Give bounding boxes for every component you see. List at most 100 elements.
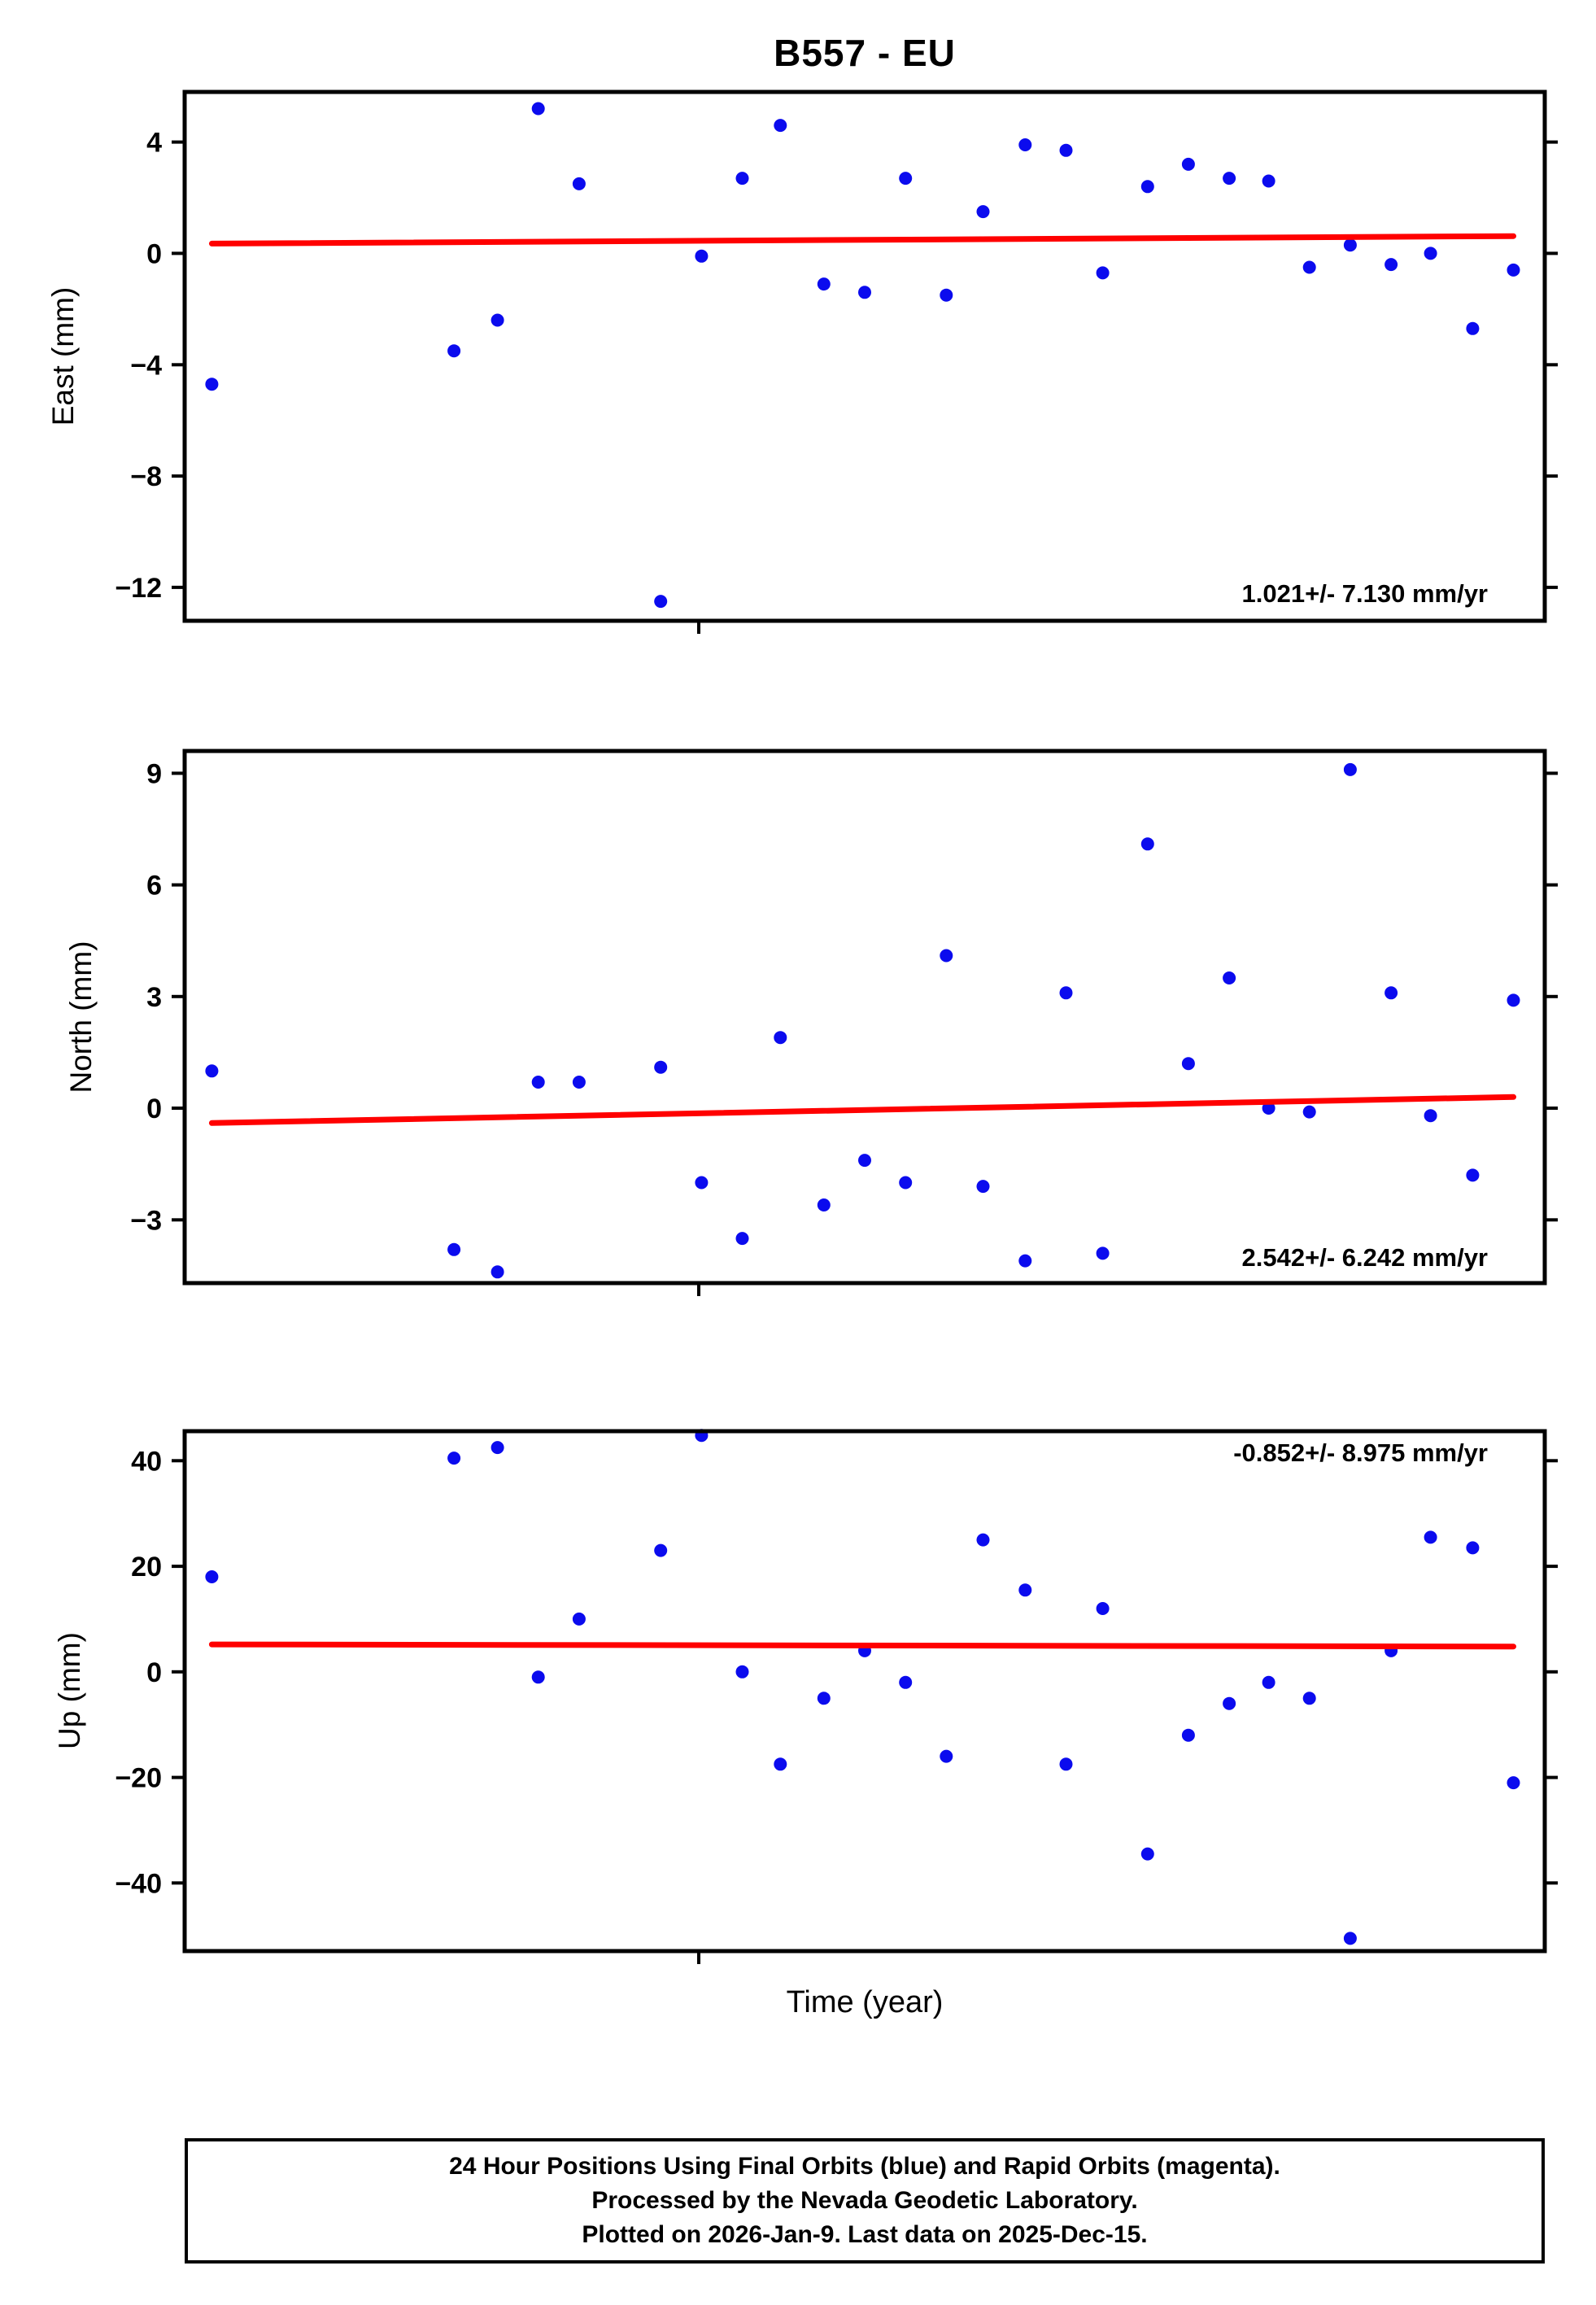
data-point	[1262, 174, 1275, 188]
data-point	[1018, 1254, 1032, 1268]
data-point	[447, 1242, 461, 1256]
north-panel: 9 6 3 0 −3	[130, 749, 1558, 1296]
data-point	[531, 1076, 545, 1089]
north-panel-border	[182, 749, 1547, 1286]
data-point	[735, 1665, 749, 1679]
data-point	[447, 1452, 461, 1465]
north-y-tick-label: 9	[146, 758, 162, 789]
east-y-ticks: 4 0 −4 −8 −12	[115, 128, 1558, 604]
east-y-tick-label: −4	[130, 350, 162, 381]
data-point	[1302, 1105, 1316, 1119]
data-point	[1302, 1692, 1316, 1705]
data-point	[1343, 1932, 1357, 1945]
data-point	[1507, 1776, 1520, 1790]
data-point	[735, 172, 749, 186]
data-point	[205, 1570, 219, 1583]
east-rate-annotation: 1.021+/- 7.130 mm/yr	[1241, 579, 1488, 608]
up-y-tick-label: 0	[146, 1657, 162, 1688]
data-point	[1385, 258, 1398, 272]
data-point	[899, 1675, 913, 1689]
up-axis-label: Up (mm)	[53, 1632, 86, 1749]
data-point	[1140, 837, 1154, 851]
data-point	[774, 119, 787, 133]
east-y-tick-label: 4	[146, 128, 162, 159]
data-point	[858, 1154, 871, 1168]
data-point	[817, 1198, 831, 1211]
data-point	[1181, 1728, 1195, 1742]
data-point	[1424, 1530, 1437, 1544]
data-point	[1262, 1675, 1275, 1689]
x-axis-label: Time (year)	[786, 1985, 944, 2019]
data-point	[858, 286, 871, 299]
data-point	[1466, 321, 1480, 335]
data-point	[491, 1265, 504, 1279]
data-point	[899, 1176, 913, 1190]
data-point	[1096, 266, 1110, 280]
data-point	[1507, 263, 1520, 277]
data-point	[695, 1176, 709, 1190]
data-point	[447, 344, 461, 358]
data-point	[531, 102, 545, 116]
north-axis-label: North (mm)	[64, 941, 98, 1094]
data-point	[1018, 138, 1032, 151]
data-point	[1262, 1102, 1275, 1115]
north-points	[205, 762, 1520, 1279]
data-point	[774, 1031, 787, 1045]
data-point	[1424, 1109, 1437, 1123]
data-point	[205, 1064, 219, 1078]
north-y-tick-label: 0	[146, 1094, 162, 1124]
data-point	[940, 1749, 953, 1763]
data-point	[572, 1612, 586, 1626]
data-point	[817, 1692, 831, 1705]
data-point	[1223, 971, 1236, 984]
north-y-tick-label: −3	[130, 1205, 162, 1236]
data-point	[735, 1232, 749, 1246]
data-point	[940, 949, 953, 963]
up-rate-annotation: -0.852+/- 8.975 mm/yr	[1233, 1438, 1488, 1467]
data-point	[1059, 986, 1073, 1000]
data-point	[1140, 180, 1154, 194]
up-trend-line	[208, 1641, 1516, 1650]
north-y-ticks: 9 6 3 0 −3	[130, 758, 1558, 1236]
north-y-tick-label: 6	[146, 871, 162, 901]
data-point	[572, 177, 586, 190]
east-trend-line	[208, 233, 1516, 247]
data-point	[572, 1076, 586, 1089]
data-point	[1385, 986, 1398, 1000]
data-point	[1223, 1696, 1236, 1710]
data-point	[899, 172, 913, 186]
data-point	[774, 1757, 787, 1771]
chart-title: B557 - EU	[774, 32, 956, 74]
data-point	[976, 205, 990, 219]
data-point	[1096, 1602, 1110, 1615]
data-point	[1466, 1541, 1480, 1555]
data-point	[531, 1670, 545, 1684]
up-points	[205, 1429, 1520, 1945]
north-y-tick-label: 3	[146, 982, 162, 1013]
data-point	[976, 1533, 990, 1547]
data-point	[1018, 1583, 1032, 1597]
data-point	[976, 1180, 990, 1194]
data-point	[1343, 238, 1357, 252]
data-point	[1302, 260, 1316, 274]
data-point	[491, 313, 504, 327]
caption-box: 24 Hour Positions Using Final Orbits (bl…	[185, 2138, 1545, 2264]
data-point	[1223, 172, 1236, 186]
data-point	[1343, 762, 1357, 776]
data-point	[1059, 1757, 1073, 1771]
data-point	[491, 1441, 504, 1455]
up-y-tick-label: −40	[115, 1868, 162, 1899]
data-point	[654, 1543, 668, 1557]
data-point	[1181, 1057, 1195, 1071]
data-point	[1059, 143, 1073, 157]
data-point	[654, 595, 668, 609]
east-y-tick-label: −8	[130, 461, 162, 492]
caption-line-3: Plotted on 2026-Jan-9. Last data on 2025…	[582, 2221, 1148, 2248]
east-panel-border	[182, 89, 1547, 623]
north-trend-line	[208, 1094, 1516, 1126]
up-y-ticks: 40 20 0 −20 −40	[115, 1446, 1558, 1899]
up-panel-border	[182, 1429, 1547, 1954]
up-y-tick-label: 20	[131, 1552, 162, 1583]
north-rate-annotation: 2.542+/- 6.242 mm/yr	[1241, 1243, 1488, 1272]
